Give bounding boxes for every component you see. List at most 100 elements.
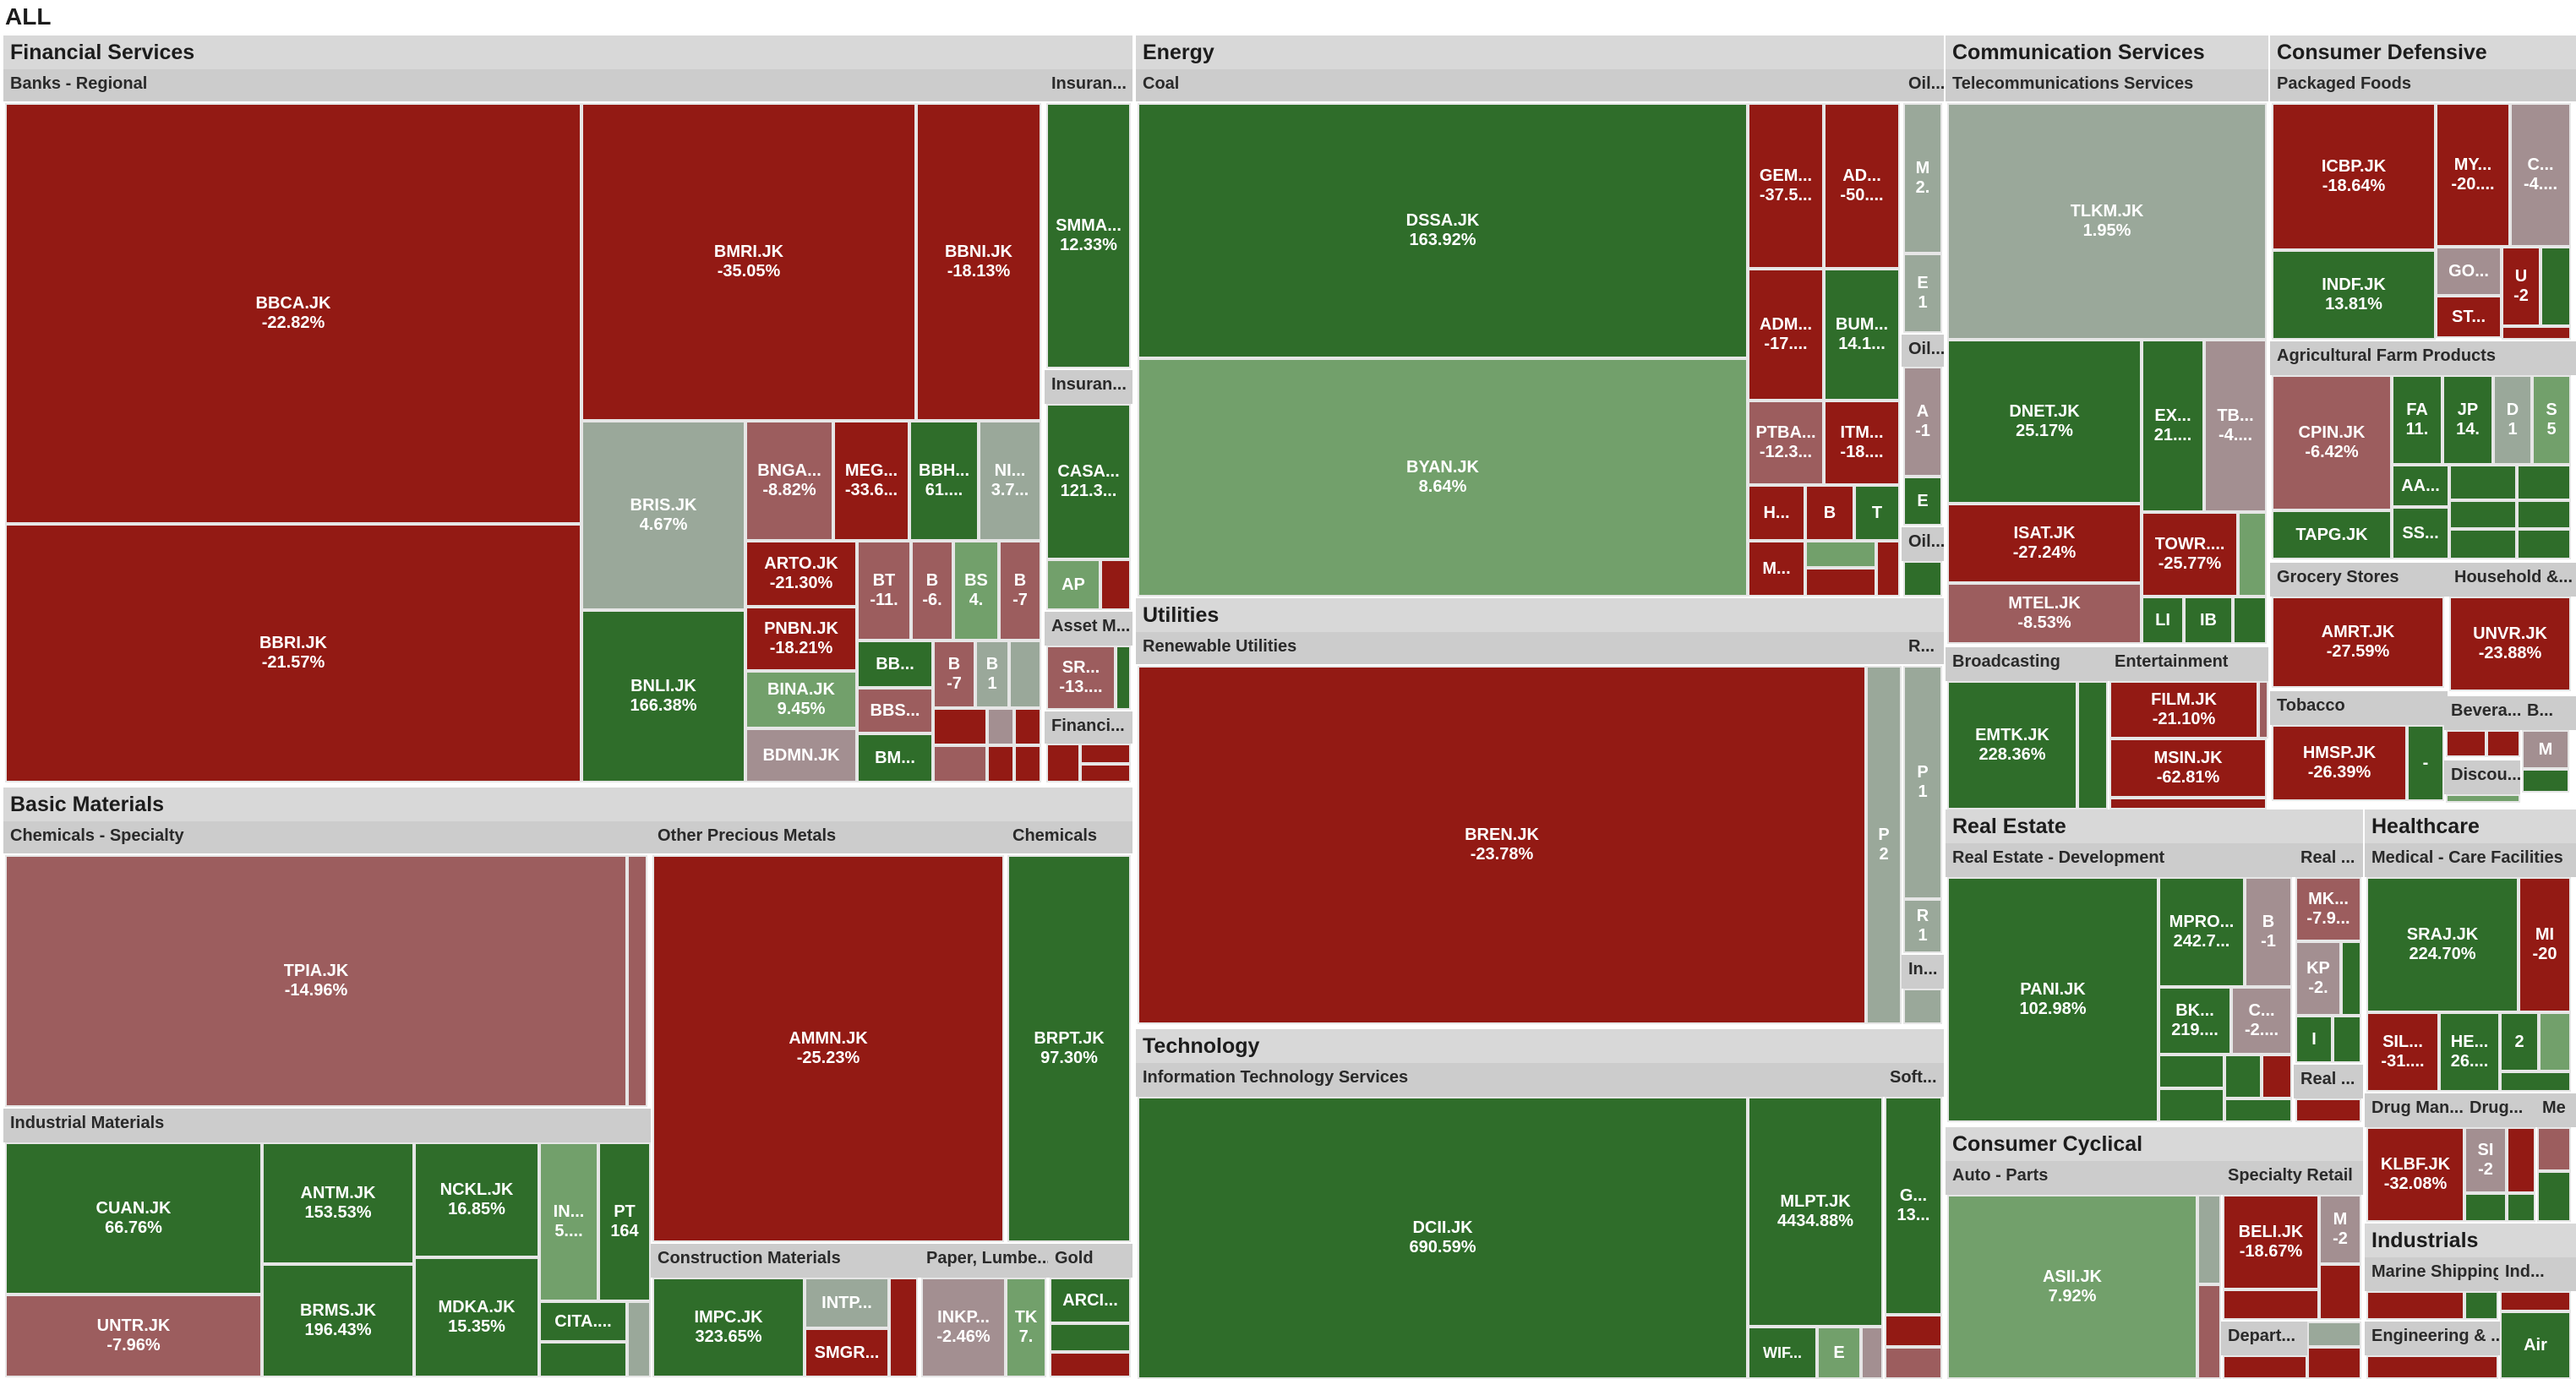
stock-tile-film-jk[interactable]: FILM.JK -21.10% <box>2109 681 2258 739</box>
stock-tile-bb[interactable]: BB... <box>857 640 933 688</box>
stock-tile[interactable] <box>2507 1127 2535 1193</box>
stock-tile[interactable] <box>2333 1016 2361 1063</box>
stock-tile[interactable] <box>2449 465 2517 500</box>
stock-tile[interactable] <box>2449 529 2517 559</box>
stock-tile[interactable] <box>2507 1193 2535 1222</box>
stock-tile-st[interactable]: ST... <box>2436 296 2502 338</box>
stock-tile-bum[interactable]: BUM... 14.1... <box>1824 269 1900 401</box>
stock-tile-tk[interactable]: TK 7. <box>1006 1278 1046 1377</box>
stock-tile-2[interactable]: 2 <box>2500 1012 2539 1071</box>
stock-tile-msin-jk[interactable]: MSIN.JK -62.81% <box>2109 739 2267 798</box>
stock-tile-smgr[interactable]: SMGR... <box>805 1328 889 1377</box>
stock-tile[interactable] <box>539 1342 627 1377</box>
stock-tile-sraj-jk[interactable]: SRAJ.JK 224.70% <box>2366 877 2519 1012</box>
stock-tile-adm[interactable]: ADM... -17.... <box>1748 269 1824 401</box>
stock-tile-mk[interactable]: MK... -7.9... <box>2295 877 2361 941</box>
stock-tile-li[interactable]: LI <box>2142 597 2184 644</box>
stock-tile[interactable] <box>1050 1323 1131 1352</box>
stock-tile[interactable] <box>1009 640 1041 708</box>
stock-tile-pnbn-jk[interactable]: PNBN.JK -18.21% <box>745 607 857 671</box>
stock-tile[interactable] <box>1014 745 1041 782</box>
stock-tile-kp[interactable]: KP -2. <box>2295 941 2341 1016</box>
stock-tile[interactable] <box>1050 1352 1131 1377</box>
stock-tile-in[interactable]: IN... 5.... <box>539 1142 598 1301</box>
stock-tile-wif[interactable]: WIF... <box>1748 1327 1817 1379</box>
stock-tile[interactable] <box>2109 798 2267 809</box>
stock-tile-dcii-jk[interactable]: DCII.JK 690.59% <box>1138 1097 1748 1379</box>
stock-tile-sr[interactable]: SR... -13.... <box>1046 646 1116 710</box>
stock-tile-bbh[interactable]: BBH... 61.... <box>909 421 979 541</box>
stock-tile-b[interactable]: B -6. <box>911 541 953 640</box>
stock-tile-bmri-jk[interactable]: BMRI.JK -35.05% <box>581 103 916 421</box>
stock-tile-intp[interactable]: INTP... <box>805 1278 889 1328</box>
stock-tile[interactable] <box>889 1278 918 1377</box>
stock-tile[interactable] <box>2158 1088 2224 1122</box>
stock-tile-tapg-jk[interactable]: TAPG.JK <box>2272 510 2392 559</box>
stock-tile[interactable] <box>1876 541 1900 597</box>
stock-tile-x[interactable]: - <box>2407 725 2444 801</box>
stock-tile-beli-jk[interactable]: BELI.JK -18.67% <box>2223 1195 2319 1289</box>
stock-tile-arto-jk[interactable]: ARTO.JK -21.30% <box>745 541 857 607</box>
stock-tile[interactable] <box>1805 568 1876 597</box>
stock-tile-air[interactable]: Air <box>2500 1311 2571 1379</box>
stock-tile-tpia-jk[interactable]: TPIA.JK -14.96% <box>5 855 627 1107</box>
stock-tile-bt[interactable]: BT -11. <box>857 541 911 640</box>
stock-tile-sil[interactable]: SIL... -31.... <box>2366 1012 2439 1092</box>
stock-tile-bs[interactable]: BS 4. <box>953 541 999 640</box>
stock-tile-casa[interactable]: CASA... 121.3... <box>1046 404 1131 559</box>
stock-tile-isat-jk[interactable]: ISAT.JK -27.24% <box>1947 504 2142 583</box>
stock-tile-untr-jk[interactable]: UNTR.JK -7.96% <box>5 1295 262 1377</box>
stock-tile-bbri-jk[interactable]: BBRI.JK -21.57% <box>5 524 581 782</box>
stock-tile-ni[interactable]: NI... 3.7... <box>979 421 1041 541</box>
stock-tile-ptba[interactable]: PTBA... -12.3... <box>1748 401 1824 485</box>
stock-tile-a[interactable]: A -1 <box>1903 367 1942 477</box>
stock-tile-bris-jk[interactable]: BRIS.JK 4.67% <box>581 421 745 610</box>
stock-tile-impc-jk[interactable]: IMPC.JK 323.65% <box>652 1278 805 1377</box>
stock-tile[interactable] <box>2197 1284 2221 1379</box>
stock-tile-h[interactable]: H... <box>1748 485 1805 541</box>
stock-tile[interactable] <box>987 708 1014 745</box>
stock-tile[interactable] <box>2223 1289 2319 1320</box>
stock-tile-bnga[interactable]: BNGA... -8.82% <box>745 421 833 541</box>
stock-tile[interactable] <box>2522 769 2569 793</box>
stock-tile[interactable] <box>2446 794 2520 803</box>
stock-tile[interactable] <box>2295 1098 2361 1122</box>
stock-tile-u[interactable]: U -2 <box>2502 247 2541 326</box>
stock-tile-b[interactable]: B -7 <box>999 541 1041 640</box>
stock-tile-t[interactable]: T <box>1854 485 1900 541</box>
stock-tile[interactable] <box>2500 1291 2571 1311</box>
stock-tile-brms-jk[interactable]: BRMS.JK 196.43% <box>262 1264 414 1377</box>
stock-tile[interactable] <box>933 708 987 745</box>
stock-tile-c[interactable]: C... -4.... <box>2510 103 2571 247</box>
stock-tile-icbp-jk[interactable]: ICBP.JK -18.64% <box>2272 103 2436 250</box>
stock-tile[interactable] <box>1885 1315 1942 1347</box>
stock-tile-my[interactable]: MY... -20.... <box>2436 103 2510 247</box>
stock-tile-he[interactable]: HE... 26.... <box>2439 1012 2500 1092</box>
stock-tile[interactable] <box>2319 1264 2361 1320</box>
stock-tile-ss[interactable]: SS... <box>2392 507 2449 559</box>
stock-tile-b[interactable]: B <box>1805 485 1854 541</box>
stock-tile[interactable] <box>1903 989 1942 1024</box>
stock-tile-gem[interactable]: GEM... -37.5... <box>1748 103 1824 269</box>
stock-tile[interactable] <box>2537 1171 2571 1222</box>
stock-tile-mi[interactable]: MI -20 <box>2519 877 2571 1012</box>
stock-tile-bm[interactable]: BM... <box>857 733 933 782</box>
stock-tile-arci[interactable]: ARCI... <box>1050 1278 1131 1323</box>
stock-tile-mlpt-jk[interactable]: MLPT.JK 4434.88% <box>1748 1097 1883 1327</box>
stock-tile-smma[interactable]: SMMA... 12.33% <box>1046 103 1131 368</box>
stock-tile[interactable] <box>2197 1195 2221 1284</box>
stock-tile-ammn-jk[interactable]: AMMN.JK -25.23% <box>652 855 1004 1242</box>
stock-tile[interactable] <box>2502 326 2571 340</box>
stock-tile-bbni-jk[interactable]: BBNI.JK -18.13% <box>916 103 1041 421</box>
stock-tile-dnet-jk[interactable]: DNET.JK 25.17% <box>1947 340 2142 504</box>
stock-tile-ib[interactable]: IB <box>2184 597 2233 644</box>
stock-tile[interactable] <box>2366 1355 2498 1379</box>
stock-tile[interactable] <box>2500 1071 2571 1092</box>
stock-tile[interactable] <box>2517 529 2571 559</box>
stock-tile[interactable] <box>1861 1327 1883 1379</box>
stock-tile[interactable] <box>2537 1127 2571 1171</box>
stock-tile[interactable] <box>1046 744 1080 782</box>
stock-tile[interactable] <box>2541 247 2571 326</box>
